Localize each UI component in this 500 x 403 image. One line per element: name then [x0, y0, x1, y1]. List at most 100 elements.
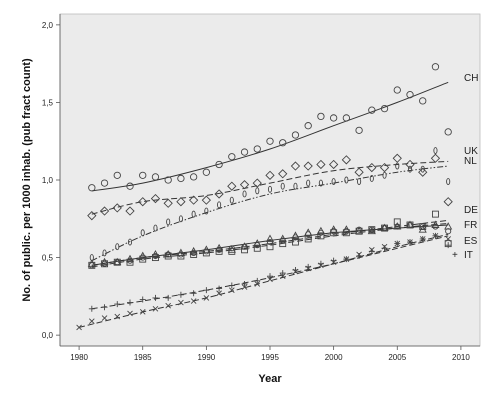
point-nl — [446, 178, 451, 186]
point-it — [254, 277, 261, 284]
point-nl — [178, 215, 183, 223]
label-ch: CH — [464, 73, 478, 84]
point-es — [202, 249, 210, 257]
point-uk — [265, 170, 275, 180]
point-uk — [443, 197, 453, 207]
point-uk — [367, 162, 377, 173]
point-ch — [240, 148, 249, 156]
point-nl — [331, 178, 336, 186]
point-ch — [317, 112, 325, 121]
point-nl — [433, 147, 438, 154]
label-uk: UK — [464, 146, 478, 157]
point-it — [177, 291, 184, 298]
point-series-7 — [368, 246, 375, 253]
point-nl — [318, 179, 323, 187]
series-ch — [88, 63, 452, 192]
point-es — [177, 252, 185, 260]
point-uk — [87, 211, 97, 221]
label-it-marker: + — [452, 250, 458, 261]
point-it — [279, 270, 286, 277]
point-it — [445, 242, 452, 249]
point-fr — [305, 231, 312, 238]
point-nl — [293, 182, 298, 190]
point-es — [381, 224, 388, 232]
point-ch — [368, 106, 376, 114]
point-ch — [380, 104, 389, 113]
point-fr — [266, 239, 274, 246]
point-es — [241, 246, 248, 254]
point-series-7 — [432, 233, 439, 239]
point-uk — [418, 167, 428, 177]
x-tick-label: 1990 — [197, 353, 215, 362]
point-es — [266, 243, 274, 251]
point-es — [253, 244, 261, 252]
series-labels: CH UK NL DE FR ES + IT — [452, 73, 478, 261]
point-uk — [341, 155, 352, 165]
plot-area — [59, 13, 481, 347]
point-it — [114, 301, 121, 308]
point-uk — [188, 195, 199, 205]
x-tick-label: 2005 — [388, 353, 406, 362]
point-nl — [344, 176, 349, 184]
point-it — [139, 296, 146, 303]
point-uk — [252, 178, 262, 188]
point-nl — [369, 174, 374, 182]
point-nl — [242, 190, 247, 198]
x-ticks: 1980 1985 1990 1995 2000 2005 2010 — [70, 346, 470, 362]
point-ch — [406, 91, 414, 99]
fit-line-uk — [91, 160, 449, 215]
point-it — [127, 299, 133, 306]
point-fr — [292, 234, 299, 241]
point-uk — [405, 159, 415, 170]
point-uk — [239, 180, 250, 190]
point-uk — [176, 197, 186, 207]
x-tick-label: 1995 — [261, 353, 279, 362]
label-fr: FR — [464, 220, 477, 231]
point-series-7 — [76, 324, 82, 331]
point-es — [292, 238, 299, 246]
point-series-7 — [381, 243, 388, 250]
point-ch — [202, 168, 211, 176]
x-tick-label: 2000 — [325, 353, 343, 362]
point-ch — [100, 179, 109, 187]
point-series-7 — [165, 302, 172, 309]
point-es — [113, 258, 121, 266]
point-series-7 — [89, 318, 95, 324]
point-series-7 — [343, 256, 350, 262]
y-ticks: 0,0 0,5 1,0 1,5 2,0 — [42, 21, 60, 340]
point-series-7 — [139, 309, 146, 315]
y-tick-label: 2,0 — [42, 21, 54, 30]
point-ch — [291, 131, 300, 139]
point-ch — [431, 63, 440, 71]
point-es — [190, 251, 198, 258]
point-ch — [177, 174, 185, 183]
y-tick-label: 1,5 — [42, 98, 54, 107]
point-nl — [140, 229, 145, 237]
x-axis-title: Year — [258, 373, 282, 385]
point-series-7 — [394, 240, 401, 247]
point-nl — [191, 210, 196, 218]
point-uk — [430, 153, 441, 163]
point-nl — [306, 179, 311, 187]
point-uk — [392, 153, 402, 163]
label-es: ES — [464, 236, 478, 247]
point-series-7 — [203, 295, 210, 301]
point-nl — [382, 171, 387, 179]
point-es — [101, 260, 108, 268]
point-nl — [217, 201, 222, 209]
point-uk — [278, 169, 288, 179]
point-nl — [280, 182, 285, 190]
point-es — [432, 210, 439, 218]
point-nl — [395, 162, 400, 170]
point-ch — [419, 97, 427, 105]
point-uk — [201, 195, 212, 205]
point-uk — [99, 206, 110, 216]
point-uk — [227, 181, 237, 191]
series-uk — [87, 153, 453, 221]
point-uk — [125, 206, 135, 216]
point-ch — [279, 139, 287, 147]
point-es — [317, 232, 325, 240]
point-es — [342, 229, 350, 237]
point-ch — [151, 173, 160, 181]
point-ch — [164, 176, 172, 184]
